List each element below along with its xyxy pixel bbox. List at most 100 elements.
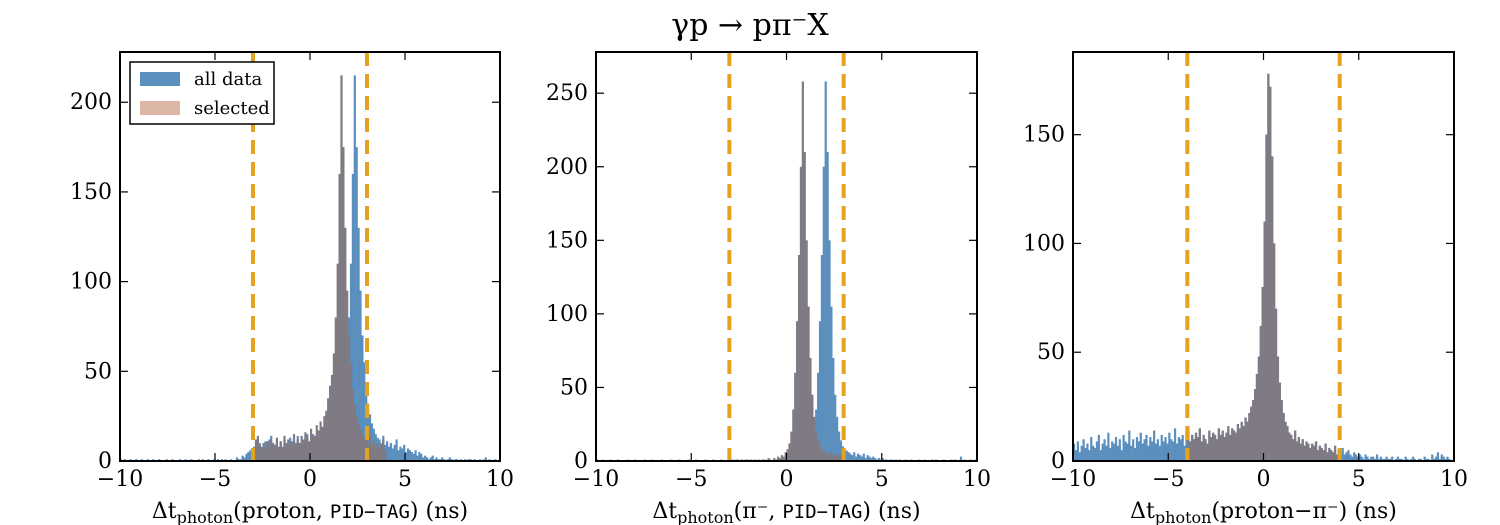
histogram-bar (832, 358, 835, 461)
histogram-bar (412, 453, 415, 461)
histogram-bar (799, 166, 803, 461)
histogram-bar (1425, 458, 1428, 461)
histogram-bar (820, 255, 823, 461)
histogram-bar (1170, 439, 1173, 461)
histogram-bar (441, 457, 444, 461)
x-axis-label: Δtphoton(π⁻, PID−TAG) (ns) (652, 499, 920, 525)
histogram-bar (260, 448, 263, 461)
histogram-bar (1210, 437, 1213, 461)
histogram-bar (1290, 434, 1293, 461)
histogram-bar (1389, 458, 1392, 461)
x-tick-label: 10 (486, 467, 514, 492)
histogram-bar (1345, 452, 1348, 461)
histogram-bar (1414, 458, 1417, 461)
histogram-bar (1160, 434, 1163, 461)
histogram-bar (1360, 456, 1363, 461)
histogram-bar (1273, 243, 1276, 461)
histogram-bar (1366, 456, 1369, 461)
histogram-bar (845, 450, 848, 461)
histogram-bar (1448, 458, 1451, 461)
histogram-bar (353, 75, 356, 461)
histogram-bar (1137, 441, 1140, 461)
histogram-bar (380, 444, 383, 461)
histogram-bar (372, 441, 375, 461)
histogram-bar (273, 444, 277, 461)
histogram-bar (262, 443, 265, 461)
histogram-bar (285, 443, 288, 461)
histogram-bar (329, 385, 332, 461)
y-tick-label: 0 (574, 449, 588, 474)
histogram-bar (1183, 445, 1186, 461)
histogram-bar (1130, 445, 1133, 461)
histogram-bar (283, 435, 286, 461)
histogram-bar (1093, 447, 1097, 461)
histogram-bar (1114, 437, 1118, 461)
histogram-bar (1377, 458, 1380, 461)
histogram-bar (1143, 439, 1146, 461)
y-tick-label: 150 (70, 180, 112, 205)
histogram-bar (1206, 443, 1209, 461)
x-axis-label-symbol: Δt (152, 499, 177, 524)
histogram-bar (1095, 441, 1099, 461)
histogram-bar (397, 450, 400, 461)
legend-swatch (140, 101, 180, 115)
x-tick-label: 0 (1257, 467, 1271, 492)
histogram-bar (292, 434, 296, 461)
histogram-bar (275, 437, 278, 461)
histogram-bar (418, 452, 421, 461)
histogram-bar (767, 458, 770, 461)
histogram-bar (822, 450, 825, 461)
histogram-bar (1276, 356, 1280, 461)
histogram-bar (813, 416, 816, 461)
histogram-bar (1433, 458, 1436, 461)
histogram-bar (1446, 456, 1449, 461)
histogram-bar (1198, 428, 1201, 461)
histogram-bar (1090, 437, 1093, 461)
y-tick-label: 200 (70, 90, 112, 115)
x-tick-label: −10 (573, 467, 619, 492)
histogram-bar (1225, 432, 1228, 461)
histogram-bar (1358, 454, 1361, 461)
histogram-bar (1332, 452, 1335, 461)
histogram-bar (315, 425, 318, 461)
histogram-bar (837, 431, 841, 461)
histogram-bar (1185, 430, 1188, 461)
histogram-bar (807, 306, 810, 461)
histogram-bar (1097, 434, 1100, 461)
histogram-bar (1173, 428, 1177, 461)
histogram-bar (1293, 430, 1297, 461)
histogram-bar (353, 403, 356, 461)
histogram-bar (1330, 450, 1333, 461)
histogram-bar (289, 444, 292, 461)
histogram-bar (797, 255, 801, 461)
histogram-bar (334, 317, 337, 461)
x-tick-label: −10 (1050, 467, 1096, 492)
histogram-bar (235, 457, 239, 461)
histogram-bar (1076, 441, 1080, 461)
plot-area (1073, 52, 1451, 461)
histogram-bar (788, 443, 791, 461)
histogram-bar (243, 457, 246, 461)
histogram-bar (792, 409, 795, 461)
histogram-bar (1194, 432, 1198, 461)
histogram-bar (809, 358, 812, 461)
histogram-bar (368, 435, 372, 461)
x-tick-label: 0 (780, 467, 794, 492)
histogram-bar (1391, 456, 1394, 461)
histogram-bar (828, 240, 831, 461)
histogram-bar (249, 450, 252, 461)
histogram-bar (830, 452, 833, 461)
histogram-bar (1255, 373, 1259, 461)
histogram-bar (1181, 434, 1184, 461)
histogram-bar (855, 456, 858, 461)
histogram-bar (1379, 456, 1382, 461)
plot-area (120, 52, 497, 461)
histogram-bar (1438, 458, 1441, 461)
histogram-bar (1301, 439, 1304, 461)
histogram-bar (365, 389, 368, 461)
histogram-bar (1141, 443, 1144, 461)
histogram-bar (313, 435, 316, 461)
histogram-bar (1347, 450, 1350, 461)
